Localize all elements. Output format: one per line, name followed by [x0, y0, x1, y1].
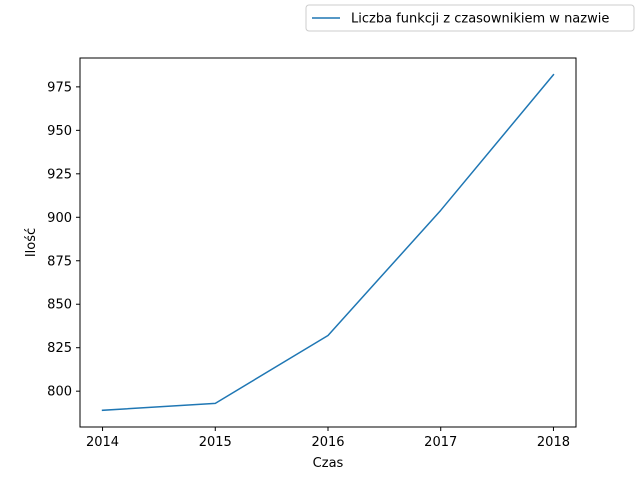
y-tick-label: 875: [47, 254, 72, 269]
y-tick-label: 825: [47, 341, 72, 356]
legend: Liczba funkcji z czasownikiem w nazwie: [305, 4, 635, 32]
legend-frame: [305, 4, 635, 32]
x-tick-label: 2016: [311, 435, 344, 450]
x-tick-label: 2015: [199, 435, 232, 450]
plot-frame: [79, 57, 577, 428]
x-tick-label: 2018: [537, 435, 570, 450]
series-layer: [101, 73, 555, 412]
x-axis-label: Czas: [313, 456, 344, 471]
x-axis-ticks: 2014 2015 2016 2017 2018: [86, 427, 570, 450]
y-tick-label: 975: [47, 80, 72, 95]
y-tick-label: 850: [47, 298, 72, 313]
axes: 2014 2015 2016 2017 2018 800 825 850 875 900 925 9…: [47, 57, 577, 450]
y-axis-label: Ilość: [24, 228, 39, 257]
y-tick-label: 800: [47, 385, 72, 400]
y-tick-label: 900: [47, 211, 72, 226]
x-tick-label: 2014: [86, 435, 119, 450]
y-tick-label: 950: [47, 124, 72, 139]
y-axis-ticks: 800 825 850 875 900 925 950 975: [47, 80, 80, 400]
legend-label: Liczba funkcji z czasownikiem w nazwie: [351, 12, 609, 27]
series-line: [101, 73, 555, 412]
y-tick-label: 925: [47, 167, 72, 182]
x-tick-label: 2017: [424, 435, 457, 450]
